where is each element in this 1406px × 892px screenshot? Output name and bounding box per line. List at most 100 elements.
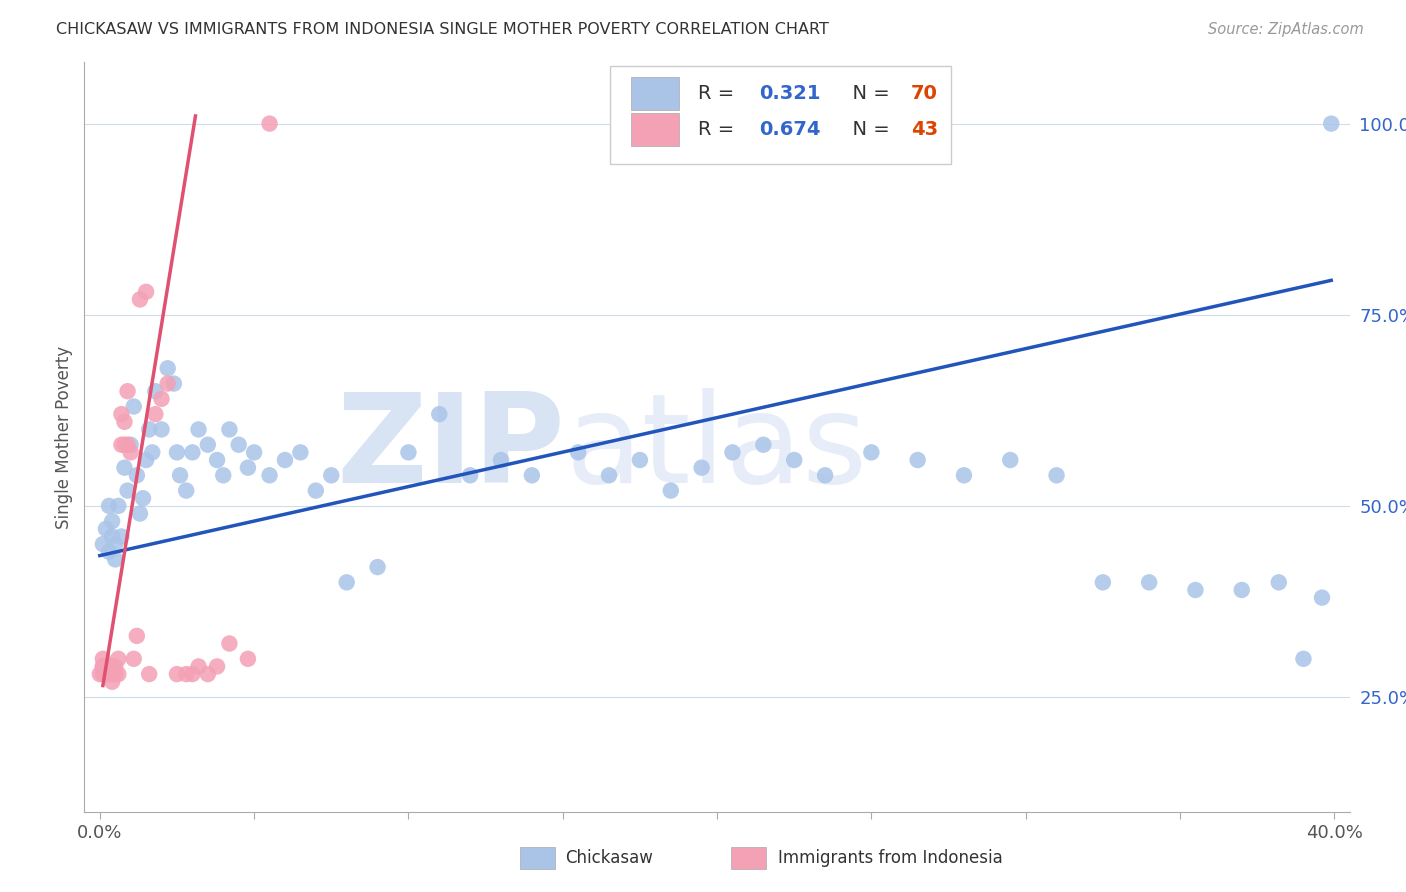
Point <box>166 445 188 459</box>
Point <box>101 514 124 528</box>
Point <box>114 438 136 452</box>
Point <box>91 652 114 666</box>
Point <box>104 537 127 551</box>
Point <box>138 422 160 436</box>
Point <box>336 575 359 590</box>
Point <box>187 659 209 673</box>
Point <box>236 652 259 666</box>
Point <box>104 667 127 681</box>
Point <box>1230 582 1253 597</box>
Point <box>138 667 160 681</box>
Point <box>107 667 129 681</box>
FancyBboxPatch shape <box>610 66 952 163</box>
Point <box>259 468 281 483</box>
Y-axis label: Single Mother Poverty: Single Mother Poverty <box>55 345 73 529</box>
Point <box>110 438 132 452</box>
Point <box>101 529 124 543</box>
Point <box>91 659 114 673</box>
Point <box>135 285 157 299</box>
Point <box>520 468 543 483</box>
Point <box>690 460 713 475</box>
Point <box>197 438 219 452</box>
Text: CHICKASAW VS IMMIGRANTS FROM INDONESIA SINGLE MOTHER POVERTY CORRELATION CHART: CHICKASAW VS IMMIGRANTS FROM INDONESIA S… <box>56 22 830 37</box>
Point <box>1000 453 1022 467</box>
Text: 0.321: 0.321 <box>759 84 820 103</box>
Point <box>814 468 837 483</box>
Text: ZIP: ZIP <box>336 388 565 508</box>
Text: N =: N = <box>839 120 896 139</box>
Point <box>129 293 152 307</box>
Point <box>122 652 145 666</box>
Point <box>156 376 179 391</box>
Text: 0.674: 0.674 <box>759 120 820 139</box>
Point <box>91 667 114 681</box>
Point <box>1045 468 1067 483</box>
Point <box>156 361 179 376</box>
Point <box>135 453 157 467</box>
Point <box>89 667 111 681</box>
Point <box>104 659 127 673</box>
Point <box>1320 117 1343 131</box>
Point <box>1137 575 1160 590</box>
Point <box>132 491 155 506</box>
Point <box>860 445 883 459</box>
Point <box>98 499 121 513</box>
Point <box>212 468 235 483</box>
Point <box>114 415 136 429</box>
Point <box>659 483 682 498</box>
Point <box>181 667 204 681</box>
Point <box>367 560 389 574</box>
Point <box>567 445 589 459</box>
Text: R =: R = <box>699 120 741 139</box>
Point <box>259 117 281 131</box>
Point <box>174 667 197 681</box>
Point <box>907 453 929 467</box>
Point <box>187 422 209 436</box>
Point <box>721 445 744 459</box>
Point <box>98 667 121 681</box>
Point <box>166 667 188 681</box>
Point <box>181 445 204 459</box>
Text: atlas: atlas <box>565 388 868 508</box>
Point <box>169 468 191 483</box>
Point <box>101 667 124 681</box>
Point <box>120 438 142 452</box>
Point <box>91 659 114 673</box>
Text: Source: ZipAtlas.com: Source: ZipAtlas.com <box>1208 22 1364 37</box>
Point <box>107 652 129 666</box>
Point <box>125 468 148 483</box>
Point <box>598 468 620 483</box>
Text: Chickasaw: Chickasaw <box>565 849 652 867</box>
Point <box>197 667 219 681</box>
Point <box>274 453 297 467</box>
Point <box>243 445 266 459</box>
Point <box>101 659 124 673</box>
Text: N =: N = <box>839 84 896 103</box>
Point <box>1184 582 1206 597</box>
Text: 70: 70 <box>911 84 938 103</box>
Point <box>628 453 651 467</box>
Point <box>290 445 312 459</box>
Point <box>205 659 228 673</box>
Point <box>122 400 145 414</box>
Point <box>94 667 117 681</box>
Point <box>1310 591 1333 605</box>
Point <box>94 667 117 681</box>
FancyBboxPatch shape <box>731 847 766 869</box>
Point <box>91 537 114 551</box>
Point <box>427 407 450 421</box>
Point <box>114 460 136 475</box>
Point <box>98 659 121 673</box>
FancyBboxPatch shape <box>631 112 679 146</box>
Point <box>104 552 127 566</box>
Point <box>125 629 148 643</box>
Point <box>98 659 121 673</box>
Point <box>396 445 419 459</box>
Point <box>783 453 806 467</box>
Point <box>107 499 129 513</box>
FancyBboxPatch shape <box>631 77 679 111</box>
Point <box>1268 575 1291 590</box>
Point <box>110 529 132 543</box>
Point <box>218 636 240 650</box>
Text: Immigrants from Indonesia: Immigrants from Indonesia <box>778 849 1002 867</box>
